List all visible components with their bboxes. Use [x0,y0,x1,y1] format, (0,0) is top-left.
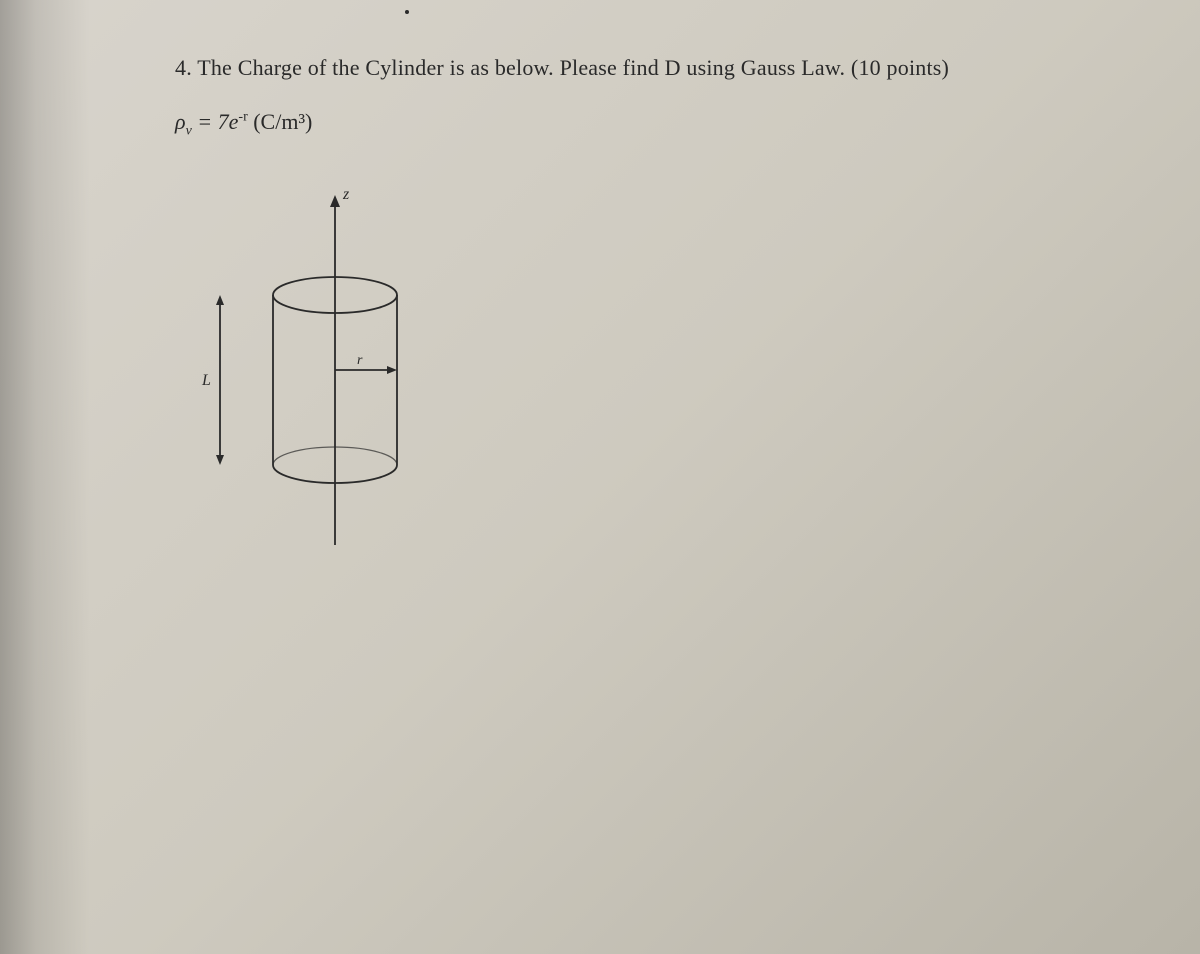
unit-text: (C/m³) [253,109,312,134]
page-binding-shadow [0,0,90,954]
cylinder-diagram: z r L [185,185,465,585]
r-axis-label: r [357,353,363,368]
rho-symbol: ρ [175,109,186,134]
exponent: -r [238,110,247,125]
question-text: 4. The Charge of the Cylinder is as belo… [175,55,1075,81]
coefficient: 7e [218,109,239,134]
length-arrow-top [216,295,224,305]
cylinder-svg: z r L [185,185,465,585]
r-axis-arrowhead [387,366,397,374]
z-axis-arrowhead [330,195,340,207]
length-arrow-bottom [216,455,224,465]
stray-dot [405,10,409,14]
length-label: L [201,372,211,389]
z-axis-label: z [342,186,350,203]
equals: = [197,109,217,134]
question-content: 4. The Charge of the Cylinder is as belo… [175,55,1075,179]
rho-subscript: v [186,123,192,138]
question-body: The Charge of the Cylinder is as below. … [197,55,949,80]
question-number: 4. [175,55,192,80]
charge-density-formula: ρv = 7e-r (C/m³) [175,109,1075,139]
